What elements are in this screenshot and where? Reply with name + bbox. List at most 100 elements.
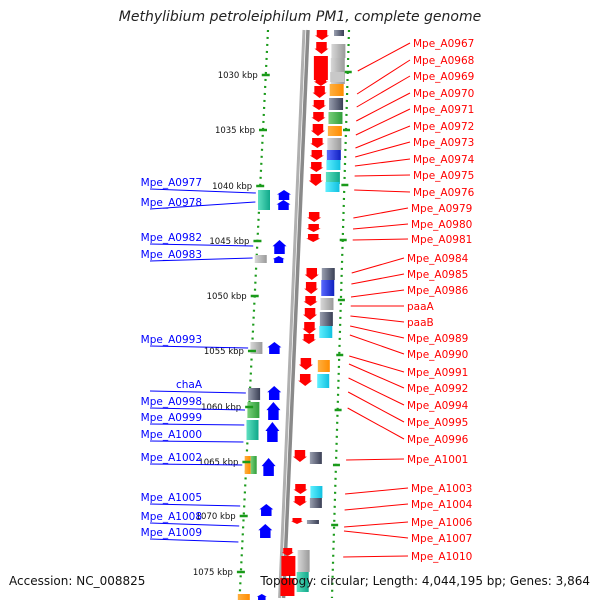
label-leader-line	[355, 125, 411, 149]
gene-label-left: Mpe_A1005	[141, 492, 202, 504]
label-leader-lines	[149, 42, 411, 558]
gene-label-right: Mpe_A0991	[407, 367, 468, 379]
label-leader-line	[149, 257, 253, 262]
gene-label-right: Mpe_A1004	[411, 499, 473, 511]
gene-label-right: Mpe_A0979	[411, 203, 472, 215]
forward-gene-arrow	[311, 100, 326, 110]
label-leader-line	[347, 391, 405, 423]
gene-block	[321, 268, 335, 280]
gene-label-left: Mpe_A1002	[141, 452, 202, 464]
gene-block	[327, 126, 342, 136]
gene-block	[326, 160, 341, 170]
reverse-gene-arrow	[276, 200, 291, 210]
label-leader-line	[344, 521, 409, 528]
gene-block	[297, 550, 310, 572]
gene-label-right: paaB	[407, 317, 434, 329]
forward-gene-block	[280, 578, 295, 596]
gene-label-right: Mpe_A0975	[413, 170, 474, 182]
label-leader-line	[349, 355, 405, 373]
feature-tracks	[237, 30, 346, 600]
label-leader-line	[355, 141, 411, 158]
gene-label-right: Mpe_A0996	[407, 434, 469, 446]
scale-tick-label: 1070 kbp	[196, 512, 236, 522]
label-leader-line	[149, 201, 256, 210]
forward-gene-arrow	[291, 518, 304, 524]
gene-label-right: Mpe_A0968	[413, 55, 474, 67]
scale-tick-label: 1035 kbp	[215, 126, 255, 136]
gene-block	[327, 138, 342, 150]
label-leader-line	[348, 363, 405, 389]
forward-gene-arrow	[314, 42, 329, 54]
scale-tick-label: 1045 kbp	[209, 237, 249, 247]
gene-label-right: Mpe_A0967	[413, 38, 474, 50]
scale-tick-label: 1040 kbp	[212, 182, 252, 192]
reverse-gene-arrow	[267, 342, 282, 354]
scale-tick-label: 1060 kbp	[201, 403, 241, 413]
label-leader-line	[351, 273, 405, 285]
forward-gene-arrow	[303, 308, 318, 320]
forward-gene-arrow	[312, 86, 327, 98]
gene-label-right: Mpe_A1003	[411, 483, 472, 495]
gene-label-right: Mpe_A0971	[413, 104, 474, 116]
label-leader-line	[344, 503, 409, 511]
gene-label-right: Mpe_A0976	[413, 187, 475, 199]
label-leader-line	[149, 243, 254, 247]
gene-block	[306, 520, 319, 524]
label-leader-line	[343, 530, 409, 539]
forward-gene-arrow	[310, 138, 325, 148]
gene-label-right: Mpe_A0995	[407, 417, 468, 429]
gene-block	[331, 44, 346, 58]
gene-label-right: Mpe_A1010	[411, 551, 472, 563]
scale-tick-label: 1030 kbp	[218, 71, 258, 81]
label-leader-line	[350, 315, 405, 323]
forward-gene-block	[313, 56, 328, 80]
reverse-gene-arrow	[267, 386, 282, 400]
gene-block	[258, 190, 270, 210]
label-leader-line	[351, 257, 405, 274]
reverse-gene-arrow	[259, 504, 274, 516]
label-leader-line	[149, 503, 241, 507]
gene-label-left: Mpe_A1008	[141, 511, 202, 523]
gene-block	[254, 255, 267, 263]
gene-block	[334, 30, 344, 36]
label-leader-line	[149, 463, 243, 466]
label-leader-line	[149, 188, 256, 194]
gene-label-right: Mpe_A1001	[407, 454, 468, 466]
label-leader-line	[346, 458, 405, 461]
forward-gene-arrow	[307, 212, 322, 222]
gene-block	[247, 402, 260, 418]
gene-label-right: Mpe_A0980	[411, 219, 472, 231]
gene-label-right: Mpe_A0972	[413, 121, 474, 133]
reverse-gene-arrow	[265, 422, 280, 442]
label-leader-line	[345, 487, 409, 495]
scale-tick-label: 1055 kbp	[204, 347, 244, 357]
gene-label-right: paaA	[407, 301, 435, 313]
gene-label-right: Mpe_A0969	[413, 71, 474, 83]
label-leader-line	[149, 345, 249, 349]
scale-tick-label: 1075 kbp	[193, 568, 233, 578]
gene-block	[296, 572, 309, 592]
gene-block	[330, 72, 345, 82]
genome-summary-text: Topology: circular; Length: 4,044,195 bp…	[260, 574, 590, 588]
gene-block	[320, 298, 334, 310]
gene-label-left: Mpe_A0978	[141, 197, 202, 209]
gene-block	[325, 182, 340, 192]
label-leader-line	[352, 238, 409, 241]
label-leader-line	[350, 289, 405, 298]
forward-gene-arrow	[310, 124, 325, 136]
label-leader-line	[356, 92, 411, 122]
forward-gene-arrow	[309, 162, 324, 172]
gene-label-left: Mpe_A0982	[141, 232, 202, 244]
forward-gene-block	[281, 556, 296, 576]
label-leader-line	[353, 207, 409, 219]
gene-label-right: Mpe_A0981	[411, 234, 472, 246]
label-leader-line	[356, 75, 411, 108]
reverse-gene-arrow	[261, 458, 276, 476]
forward-gene-arrow	[306, 234, 321, 242]
label-leader-line	[149, 440, 244, 443]
gene-label-left: chaA	[176, 379, 203, 391]
label-leader-line	[149, 423, 245, 426]
gene-label-left: Mpe_A0993	[141, 334, 202, 346]
forward-gene-arrow	[302, 322, 317, 334]
